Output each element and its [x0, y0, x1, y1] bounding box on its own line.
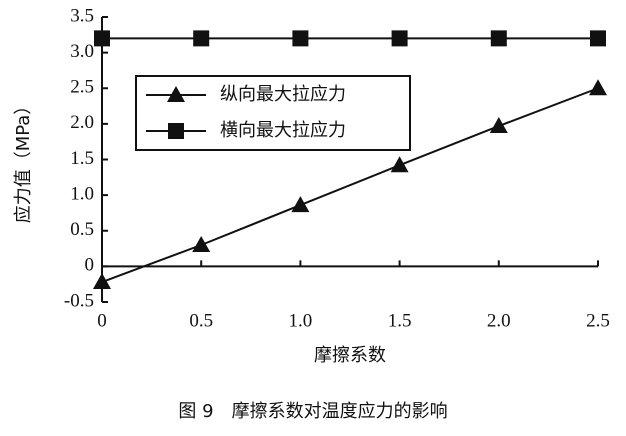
y-tick-label: 1.0 — [70, 183, 94, 204]
y-tick-label: 3.5 — [70, 5, 94, 26]
x-tick-label: 2.0 — [487, 310, 511, 331]
marker — [292, 30, 309, 47]
marker — [93, 273, 111, 290]
chart-title: 图 9 摩擦系数对温度应力的影响 — [178, 401, 447, 422]
marker — [192, 236, 211, 252]
x-tick-label: 1.5 — [388, 310, 412, 331]
marker — [391, 30, 408, 47]
x-tick-label: 2.5 — [586, 310, 610, 331]
y-tick-label: 2.0 — [70, 112, 94, 133]
marker — [590, 30, 606, 47]
y-tick-label: -0.5 — [64, 290, 94, 311]
legend-marker — [167, 86, 185, 102]
x-tick-label: 0 — [97, 310, 107, 331]
marker — [489, 117, 508, 134]
y-tick-label: 3.0 — [70, 41, 94, 62]
marker — [94, 30, 110, 47]
y-tick-label: 2.5 — [70, 77, 94, 98]
marker — [390, 156, 409, 173]
legend-label: 横向最大拉应力 — [220, 120, 346, 141]
legend-marker — [168, 123, 184, 139]
series-line — [101, 87, 599, 283]
x-tick-label: 0.5 — [189, 310, 213, 331]
y-tick-label: 1.5 — [70, 148, 94, 169]
marker — [193, 30, 210, 47]
y-axis-label: 应力值（MPa） — [13, 97, 34, 224]
x-tick-label: 1.0 — [289, 310, 313, 331]
y-tick-label: 0.5 — [70, 219, 94, 240]
x-axis-label: 摩擦系数 — [314, 345, 386, 366]
legend-label: 纵向最大拉应力 — [220, 84, 346, 105]
marker — [291, 196, 310, 213]
marker — [490, 30, 507, 47]
marker — [589, 79, 607, 96]
y-tick-label: 0 — [85, 255, 95, 276]
